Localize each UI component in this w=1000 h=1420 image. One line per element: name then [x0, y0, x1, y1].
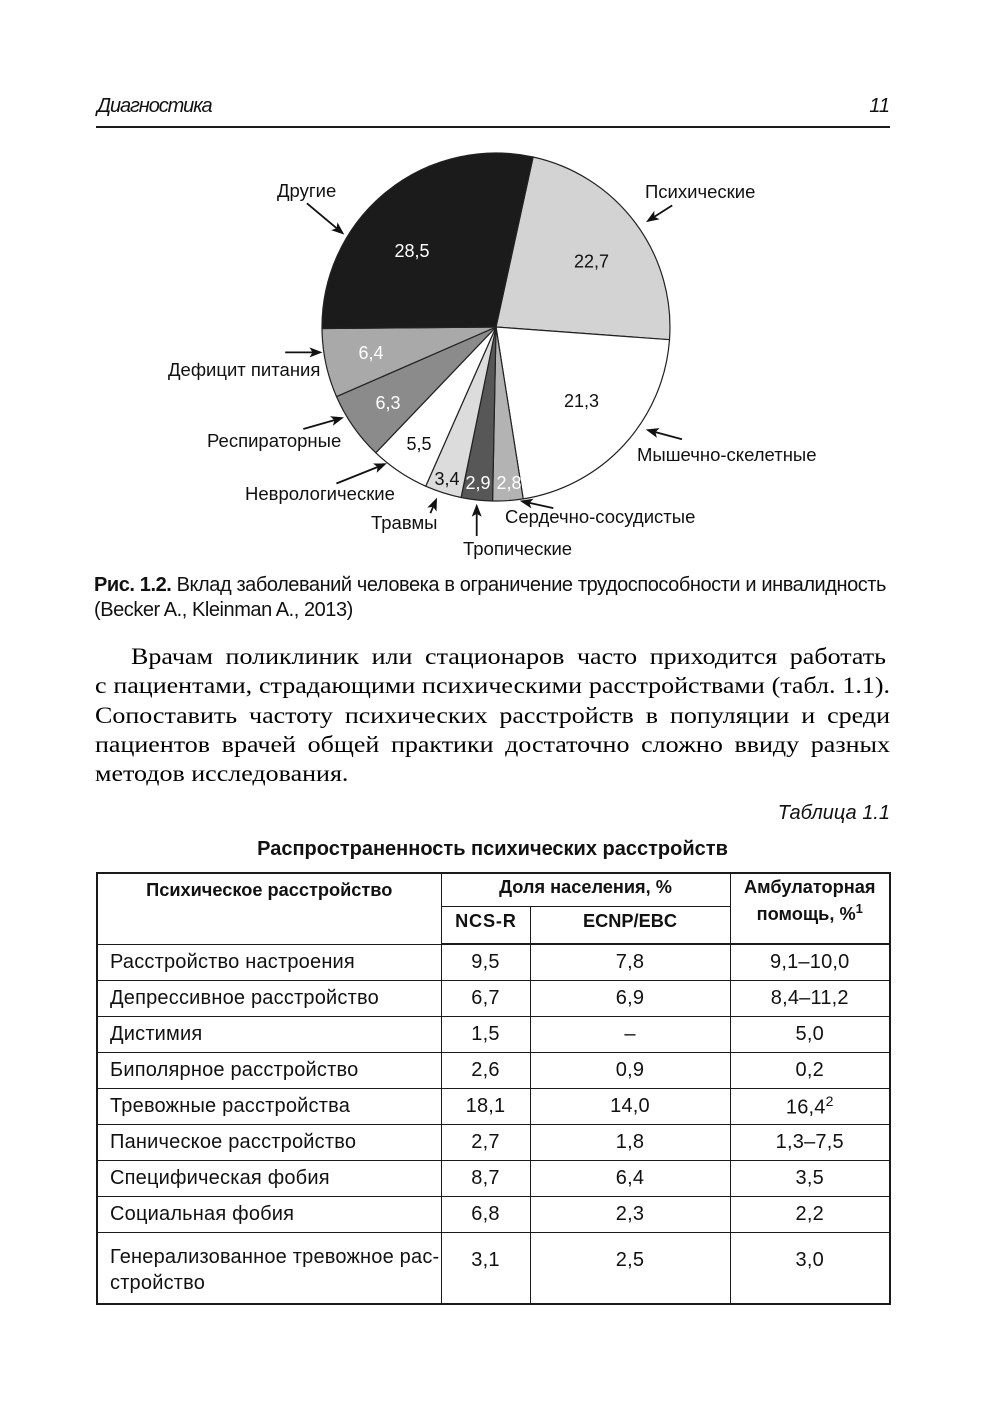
svg-text:Дефицит питания: Дефицит питания — [168, 359, 320, 380]
svg-text:2,9: 2,9 — [465, 473, 490, 493]
svg-text:5,5: 5,5 — [406, 434, 431, 454]
svg-text:Респираторные: Респираторные — [207, 430, 341, 451]
svg-text:28,5: 28,5 — [394, 241, 429, 261]
svg-text:21,3: 21,3 — [564, 391, 599, 411]
svg-text:Травмы: Травмы — [371, 512, 437, 533]
svg-text:2,8: 2,8 — [496, 473, 521, 493]
svg-text:Тропические: Тропические — [463, 538, 572, 559]
svg-text:6,4: 6,4 — [358, 343, 383, 363]
svg-text:3,4: 3,4 — [434, 469, 459, 489]
svg-text:Неврологические: Неврологические — [245, 483, 395, 504]
svg-text:Другие: Другие — [277, 180, 336, 201]
svg-text:Сердечно-сосудистые: Сердечно-сосудистые — [505, 506, 695, 527]
svg-text:Психические: Психические — [645, 181, 755, 202]
svg-text:6,3: 6,3 — [375, 393, 400, 413]
svg-text:22,7: 22,7 — [574, 252, 609, 272]
svg-text:Мышечно-скелетные: Мышечно-скелетные — [637, 444, 817, 465]
